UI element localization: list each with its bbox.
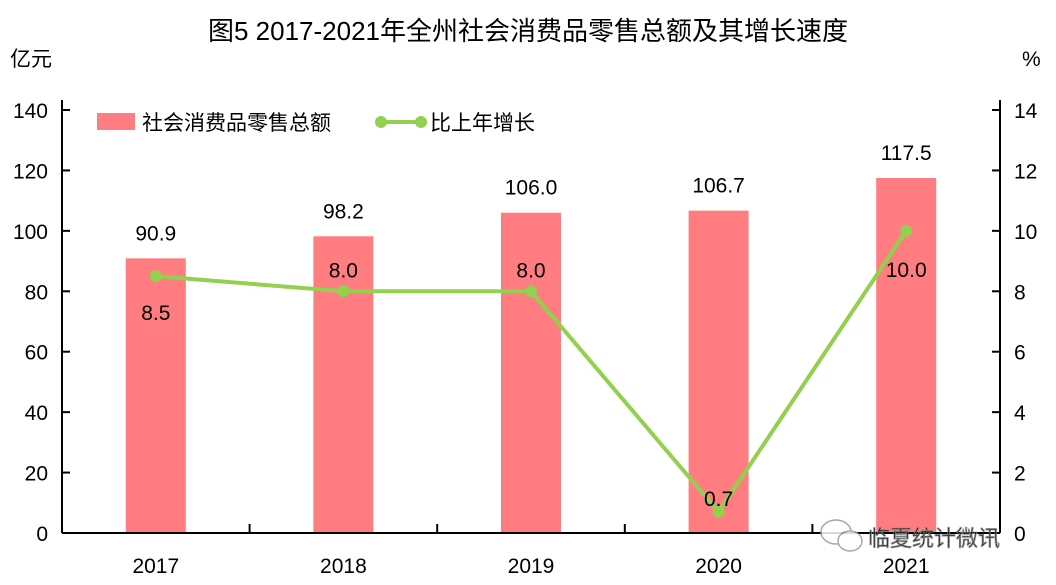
left-tick-label: 60 — [25, 342, 48, 365]
legend-marker — [375, 116, 387, 128]
left-tick-label: 40 — [25, 402, 48, 425]
left-tick-label: 140 — [13, 100, 48, 123]
x-tick-label: 2017 — [132, 555, 179, 578]
bar — [501, 212, 561, 533]
bar-data-label: 106.0 — [505, 177, 558, 200]
wechat-icon — [820, 519, 863, 552]
growth-marker — [712, 505, 725, 518]
x-tick-label: 2019 — [508, 555, 555, 578]
line-data-label: 10.0 — [886, 259, 927, 282]
legend-label-bar: 社会消费品零售总额 — [142, 112, 331, 135]
line-data-label: 8.0 — [516, 259, 545, 282]
left-tick-label: 100 — [13, 221, 48, 244]
bar-data-label: 117.5 — [881, 142, 932, 165]
right-tick-label: 6 — [1014, 342, 1026, 365]
bar — [876, 177, 937, 533]
right-tick-label: 14 — [1014, 100, 1038, 123]
watermark: 临夏统计微讯 — [820, 519, 1000, 552]
left-axis-unit: 亿元 — [10, 48, 52, 71]
left-tick-label: 120 — [13, 160, 48, 183]
growth-marker — [525, 285, 537, 298]
right-tick-label: 2 — [1014, 463, 1026, 486]
x-tick-label: 2018 — [320, 555, 367, 578]
line-data-label: 8.5 — [141, 302, 170, 325]
left-tick-label: 20 — [25, 463, 48, 486]
legend-marker — [415, 116, 427, 128]
growth-marker — [149, 270, 162, 283]
bar-data-label: 90.9 — [135, 222, 176, 245]
legend-label-line: 比上年增长 — [430, 112, 535, 135]
line-data-label: 0.7 — [704, 488, 733, 511]
bar — [125, 258, 186, 533]
left-tick-label: 0 — [36, 523, 48, 546]
watermark-text: 临夏统计微讯 — [868, 526, 1000, 551]
line-data-label: 8.0 — [329, 259, 358, 282]
bar-data-label: 98.2 — [323, 200, 364, 223]
right-tick-label: 8 — [1014, 281, 1026, 304]
bar-data-label: 106.7 — [692, 175, 745, 198]
right-tick-label: 4 — [1014, 402, 1026, 425]
legend-swatch-bar — [97, 113, 135, 130]
chart-title: 图5 2017-2021年全州社会消费品零售总额及其增长速度 — [208, 16, 848, 46]
x-tick-label: 2021 — [883, 555, 930, 578]
legend: 社会消费品零售总额 比上年增长 — [97, 112, 535, 135]
right-axis-unit: % — [1022, 48, 1041, 71]
left-tick-label: 80 — [25, 281, 48, 304]
right-tick-label: 0 — [1014, 523, 1026, 546]
right-tick-label: 10 — [1014, 221, 1037, 244]
growth-marker — [337, 285, 350, 298]
growth-marker — [900, 224, 913, 237]
x-tick-label: 2020 — [695, 555, 742, 578]
right-tick-label: 12 — [1014, 160, 1037, 183]
